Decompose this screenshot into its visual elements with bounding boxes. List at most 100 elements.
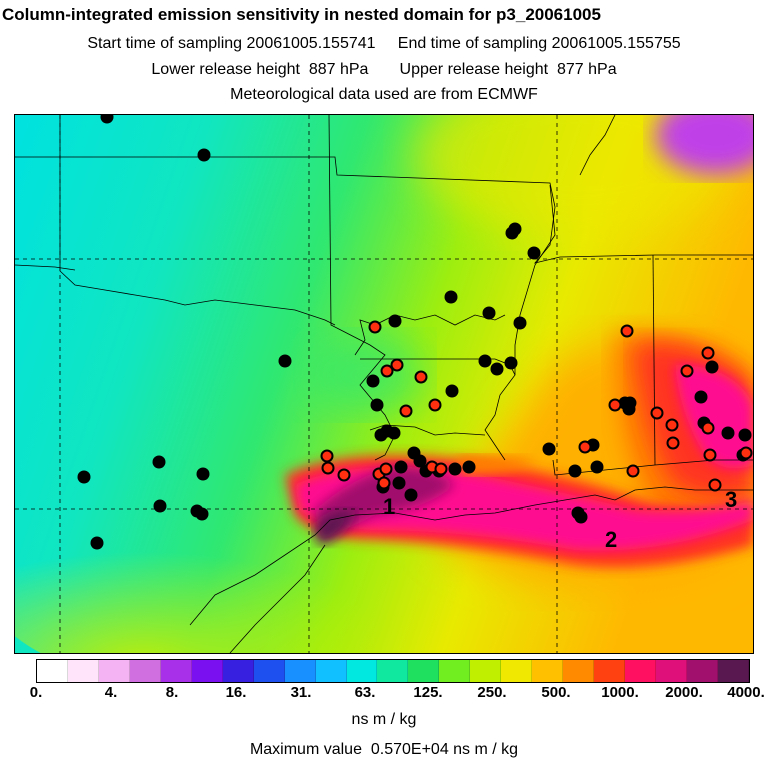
site-marker-red (626, 464, 640, 478)
sampling-time-line: Start time of sampling 20061005.155741 E… (87, 35, 681, 52)
colorbar-swatch (284, 660, 316, 682)
site-marker-black (394, 460, 408, 474)
colorbar-swatch (129, 660, 161, 682)
geographic-boundaries (15, 115, 753, 653)
site-marker-black (374, 428, 388, 442)
colorbar-tick-label: 2000. (665, 684, 703, 701)
colorbar-swatch (315, 660, 347, 682)
site-marker-black (513, 316, 527, 330)
site-marker-black (370, 398, 384, 412)
colorbar-swatch (37, 660, 68, 682)
site-marker-red (578, 440, 592, 454)
colorbar-swatch (625, 660, 657, 682)
site-marker-black (623, 396, 637, 410)
site-marker-red (428, 398, 442, 412)
colorbar-tick-label: 250. (477, 684, 507, 701)
site-marker-black (490, 362, 504, 376)
site-marker-red (666, 436, 680, 450)
site-marker-red (321, 461, 335, 475)
site-marker-black (413, 454, 427, 468)
site-marker-black (694, 390, 708, 404)
site-label-1: 1 (383, 494, 395, 519)
site-marker-black (505, 226, 519, 240)
site-marker-red (620, 324, 634, 338)
site-marker-black (366, 374, 380, 388)
colorbar-swatch (346, 660, 378, 682)
colorbar-swatch (501, 660, 533, 682)
maximum-value: Maximum value 0.570E+04 ns m / kg (249, 741, 519, 758)
site-marker-red (701, 421, 715, 435)
colorbar-tick-label: 8. (165, 684, 179, 701)
site-marker-black (444, 290, 458, 304)
met-data-line: Meteorological data used are from ECMWF (230, 86, 538, 103)
colorbar-tick-label: 63. (354, 684, 376, 701)
site-marker-black (152, 455, 166, 469)
site-marker-black (590, 460, 604, 474)
site-label-2: 2 (605, 527, 617, 552)
site-marker-black (504, 356, 518, 370)
site-marker-red (390, 358, 404, 372)
colorbar-swatch (656, 660, 688, 682)
site-marker-red (380, 364, 394, 378)
field-northeast-purple (655, 115, 753, 175)
colorbar-tick-label: 16. (225, 684, 247, 701)
colorbar-swatch (191, 660, 223, 682)
colorbar-tick-label: 125. (413, 684, 443, 701)
site-marker-red (377, 476, 391, 490)
site-marker-black (387, 426, 401, 440)
colorbar-tick-label: 1000. (601, 684, 639, 701)
site-marker-black (462, 460, 476, 474)
colorbar-swatch (253, 660, 285, 682)
sample-sites (77, 115, 753, 550)
release-height-line: Lower release height 887 hPa Upper relea… (151, 61, 617, 78)
site-marker-black (738, 428, 752, 442)
site-marker-red (379, 462, 393, 476)
colorbar-swatch (717, 660, 749, 682)
colorbar-swatch (594, 660, 626, 682)
colorbar-tick-label: 4. (104, 684, 118, 701)
site-marker-black (77, 470, 91, 484)
colorbar-swatch (439, 660, 471, 682)
lat-lon-grid (15, 115, 753, 653)
field-northeast-yellow (415, 115, 735, 235)
site-marker-black (404, 488, 418, 502)
site-marker-red (368, 320, 382, 334)
site-marker-black (568, 464, 582, 478)
site-marker-black (388, 314, 402, 328)
colorbar-units: ns m / kg (351, 711, 417, 728)
colorbar-swatch (687, 660, 718, 682)
colorbar-swatch (67, 660, 99, 682)
site-marker-red (703, 448, 717, 462)
site-marker-red (650, 406, 664, 420)
site-marker-black (571, 506, 585, 520)
plot-title: Column-integrated emission sensitivity i… (2, 5, 601, 24)
site-marker-red (608, 398, 622, 412)
site-marker-black (392, 476, 406, 490)
site-marker-red (399, 404, 413, 418)
site-marker-black (542, 442, 556, 456)
site-marker-black (705, 360, 719, 374)
site-marker-red (708, 478, 722, 492)
colorbar-swatch (470, 660, 502, 682)
colorbar-swatch (160, 660, 192, 682)
colorbar-swatch (408, 660, 440, 682)
colorbar-tick-label: 4000. (727, 684, 765, 701)
colorbar (36, 659, 750, 683)
site-marker-red (739, 446, 753, 460)
colorbar-tick-label: 0. (29, 684, 43, 701)
site-marker-red (414, 370, 428, 384)
site-marker-black (445, 384, 459, 398)
site-marker-red (665, 418, 679, 432)
site-marker-black (153, 499, 167, 513)
site-label-3: 3 (725, 487, 737, 512)
colorbar-swatch (98, 660, 130, 682)
site-marker-black (482, 306, 496, 320)
site-marker-red (701, 346, 715, 360)
site-marker-black (197, 148, 211, 162)
site-marker-black (195, 507, 209, 521)
site-marker-black (100, 115, 114, 124)
site-marker-black (448, 462, 462, 476)
site-marker-black (90, 536, 104, 550)
site-marker-red (337, 468, 351, 482)
site-marker-red (434, 462, 448, 476)
